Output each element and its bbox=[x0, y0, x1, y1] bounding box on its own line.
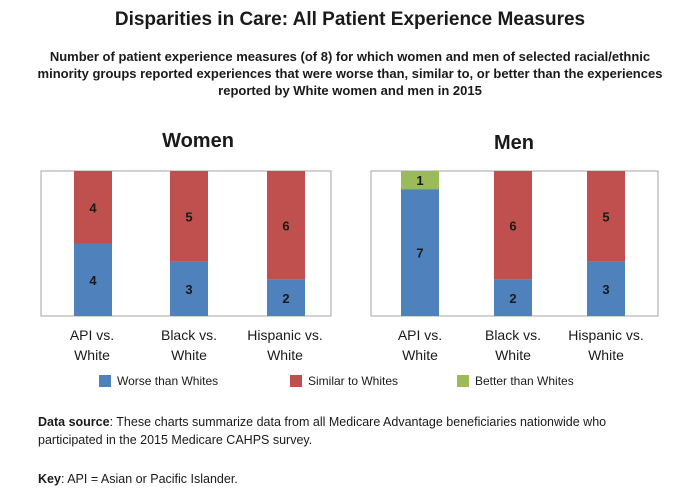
men-bar-similar-2 bbox=[587, 171, 625, 262]
page-title: Disparities in Care: All Patient Experie… bbox=[114, 9, 586, 30]
women-data-label-similar-2: 6 bbox=[282, 218, 289, 233]
category-line-2: White bbox=[588, 347, 624, 363]
legend-item-better: Better than Whites bbox=[457, 373, 574, 389]
page-subtitle: Number of patient experience measures (o… bbox=[37, 49, 663, 98]
category-line-2: White bbox=[495, 347, 531, 363]
men-data-label-similar-1: 6 bbox=[509, 218, 516, 233]
women-bar-worse-1 bbox=[170, 261, 208, 316]
key-label: Key bbox=[38, 472, 61, 486]
women-data-label-worse-1: 3 bbox=[185, 282, 192, 297]
men-data-label-better-0: 1 bbox=[416, 173, 423, 188]
women-data-label-similar-0: 4 bbox=[89, 200, 97, 215]
men-category-label-hispanic: Hispanic vs. White bbox=[551, 325, 661, 365]
legend-label-similar: Similar to Whites bbox=[308, 374, 399, 388]
legend-item-similar: Similar to Whites bbox=[290, 373, 398, 389]
men-data-label-similar-2: 5 bbox=[602, 209, 609, 224]
women-data-label-worse-0: 4 bbox=[89, 273, 97, 288]
women-bar-similar-1 bbox=[170, 171, 208, 262]
category-line-1: Hispanic vs. bbox=[247, 327, 323, 343]
men-data-label-worse-0: 7 bbox=[416, 246, 423, 261]
chart-legend: Worse than Whites Similar to Whites Bett… bbox=[0, 373, 700, 391]
men-bar-worse-0 bbox=[401, 189, 439, 316]
data-source-text: : These charts summarize data from all M… bbox=[38, 415, 607, 447]
men-bar-similar-1 bbox=[494, 171, 532, 280]
men-chart-title: Men bbox=[494, 132, 534, 154]
category-line-1: API vs. bbox=[69, 327, 115, 343]
women-category-label-black: Black vs. White bbox=[134, 325, 244, 365]
category-line-1: Black vs. bbox=[484, 327, 541, 343]
category-line-2: White bbox=[267, 347, 303, 363]
legend-swatch-similar bbox=[290, 375, 302, 387]
men-category-label-black: Black vs. White bbox=[458, 325, 568, 365]
men-bar-better-0 bbox=[401, 171, 439, 190]
men-category-label-api: API vs. White bbox=[365, 325, 475, 365]
legend-label-worse: Worse than Whites bbox=[117, 374, 219, 388]
women-data-label-similar-1: 5 bbox=[185, 209, 192, 224]
category-line-2: White bbox=[402, 347, 438, 363]
women-bar-worse-2 bbox=[267, 279, 305, 316]
men-data-label-worse-1: 2 bbox=[509, 291, 516, 306]
legend-label-better: Better than Whites bbox=[475, 374, 574, 388]
men-bar-worse-2 bbox=[587, 261, 625, 316]
data-source-label: Data source bbox=[38, 415, 110, 429]
women-category-label-hispanic: Hispanic vs. White bbox=[230, 325, 340, 365]
legend-swatch-better bbox=[457, 375, 469, 387]
category-line-2: White bbox=[74, 347, 110, 363]
category-line-1: API vs. bbox=[397, 327, 443, 343]
key-text: : API = Asian or Pacific Islander. bbox=[60, 472, 238, 486]
category-line-1: Hispanic vs. bbox=[568, 327, 644, 343]
data-source-note: Data source: These charts summarize data… bbox=[38, 413, 668, 449]
women-category-label-api: API vs. White bbox=[37, 325, 147, 365]
legend-item-worse: Worse than Whites bbox=[99, 373, 218, 389]
women-bar-similar-0 bbox=[74, 171, 112, 244]
men-bar-worse-1 bbox=[494, 279, 532, 316]
legend-swatch-worse bbox=[99, 375, 111, 387]
women-bar-similar-2 bbox=[267, 171, 305, 280]
category-line-2: White bbox=[171, 347, 207, 363]
women-data-label-worse-2: 2 bbox=[282, 291, 289, 306]
men-data-label-worse-2: 3 bbox=[602, 282, 609, 297]
category-line-1: Black vs. bbox=[160, 327, 217, 343]
key-note: Key: API = Asian or Pacific Islander. bbox=[38, 470, 238, 488]
women-chart-title: Women bbox=[162, 130, 234, 152]
women-bar-worse-0 bbox=[74, 243, 112, 316]
